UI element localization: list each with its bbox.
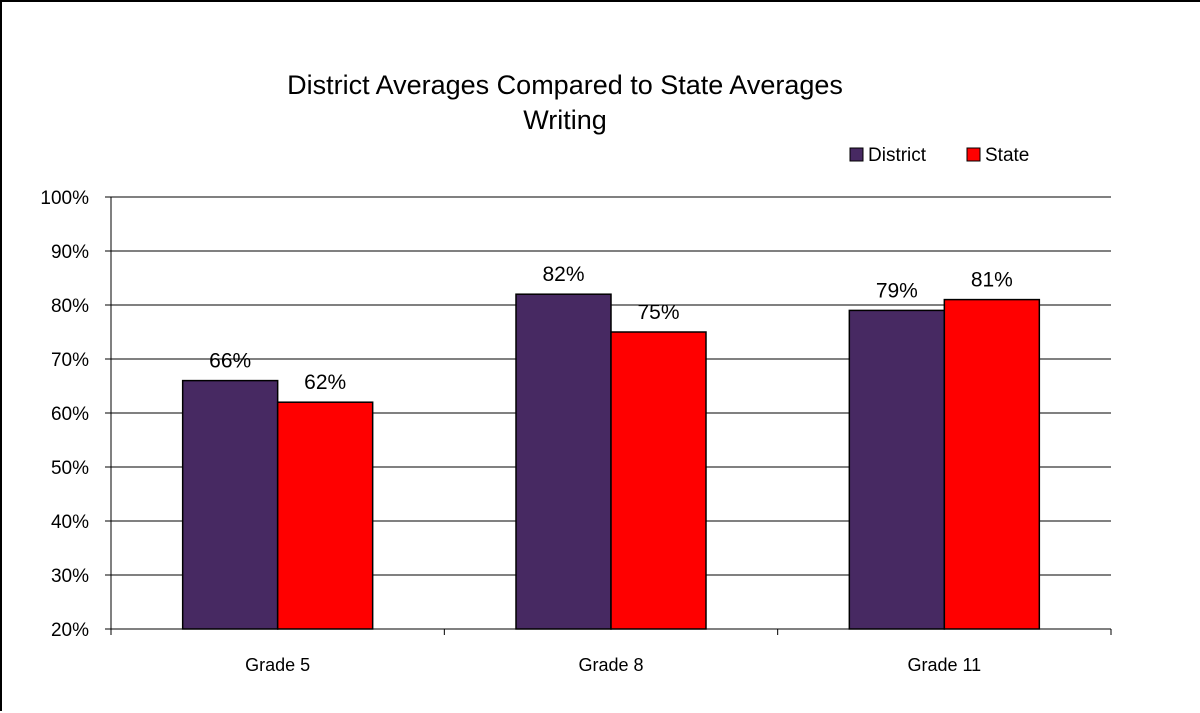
y-tick-label: 20% (51, 620, 89, 641)
y-tick-label: 90% (51, 242, 89, 263)
legend-swatch-state (966, 147, 981, 162)
data-label: 79% (876, 279, 918, 302)
bar-district-3 (848, 309, 946, 630)
bars (181, 293, 1041, 630)
y-tick-label: 60% (51, 404, 89, 425)
x-tick-label: Grade 5 (245, 655, 310, 675)
y-tick-label: 70% (51, 350, 89, 371)
y-tick-label: 30% (51, 566, 89, 587)
bar-state-2 (610, 331, 707, 630)
y-tick-label: 50% (51, 458, 89, 479)
bar-district-1 (181, 379, 279, 630)
legend-label-state: State (985, 145, 1029, 166)
axes (105, 196, 1112, 635)
chart-subtitle: Writing (523, 105, 607, 135)
legend-label-district: District (868, 145, 927, 166)
y-tick-label: 100% (40, 188, 89, 209)
bar-state-1 (276, 401, 374, 630)
x-tick-label: Grade 11 (907, 655, 981, 675)
x-tick-label: Grade 8 (578, 655, 643, 675)
bar-state-3 (943, 298, 1041, 630)
data-label: 75% (637, 301, 679, 324)
y-tick-label: 80% (51, 296, 89, 317)
legend-swatch-district (849, 147, 864, 162)
y-tick-label: 40% (51, 512, 89, 533)
chart-title: District Averages Compared to State Aver… (287, 70, 843, 100)
legend: District State (849, 145, 1029, 166)
labels: 20% 30% 40% 50% 60% 70% 80% 90% 100% 66% 62% Grade … (40, 188, 1012, 675)
data-label: 62% (304, 371, 346, 394)
data-label: 81% (971, 269, 1013, 292)
data-label: 66% (209, 350, 251, 373)
data-label: 82% (542, 263, 584, 286)
bar-district-2 (515, 293, 612, 630)
